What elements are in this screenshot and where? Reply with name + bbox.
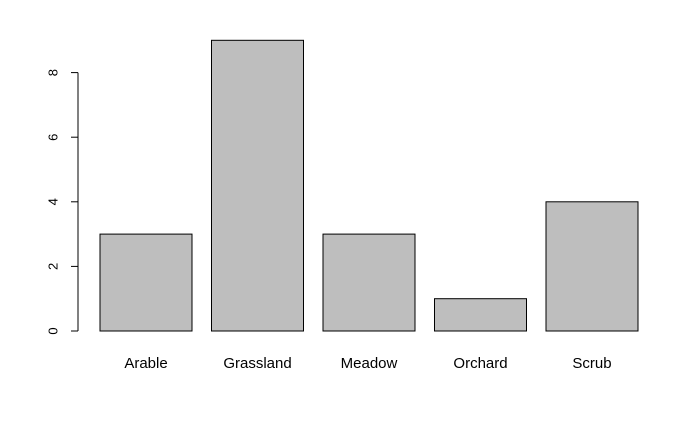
y-axis: 0 2 4 6 8	[46, 69, 79, 335]
bar-arable	[99, 233, 193, 332]
x-tick-label-arable: Arable	[124, 355, 167, 372]
bar-scrub	[545, 201, 639, 332]
x-axis-labels: Arable Grassland Meadow Orchard Scrub	[124, 355, 611, 372]
x-tick-label-orchard: Orchard	[453, 355, 507, 372]
bars	[99, 39, 639, 332]
x-tick-label-scrub: Scrub	[572, 355, 611, 372]
y-tick-label: 0	[46, 327, 61, 334]
y-tick-label: 8	[46, 69, 61, 76]
y-tick-label: 2	[46, 263, 61, 270]
bar-orchard	[434, 298, 527, 332]
x-tick-label-grassland: Grassland	[223, 355, 291, 372]
bar-meadow	[322, 233, 416, 332]
bar-grassland	[211, 39, 304, 332]
y-tick-label: 4	[46, 198, 61, 205]
x-tick-label-meadow: Meadow	[341, 355, 398, 372]
y-tick-label: 6	[46, 134, 61, 141]
